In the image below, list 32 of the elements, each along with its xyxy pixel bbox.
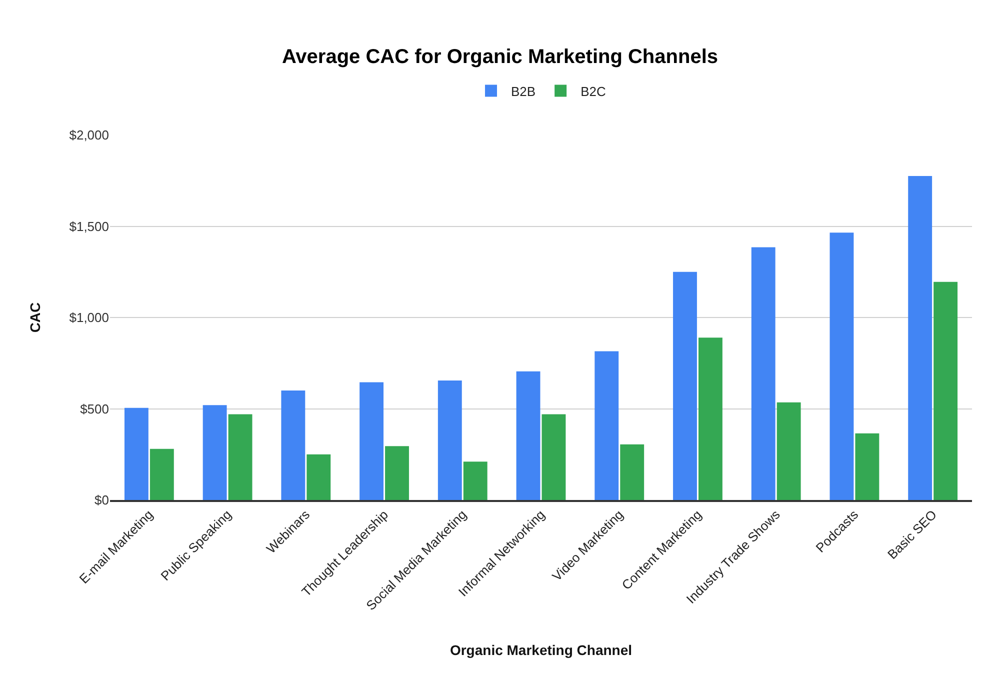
bar [202, 405, 227, 500]
bar [516, 371, 540, 500]
bar [776, 402, 801, 500]
bar [908, 176, 932, 500]
y-tick-label: $1,000 [69, 310, 109, 326]
bar [438, 380, 462, 500]
bar [673, 272, 697, 500]
y-tick-label: $500 [80, 401, 109, 416]
bar [620, 444, 644, 500]
bar [281, 390, 306, 500]
bar [855, 433, 880, 500]
bar [542, 414, 566, 500]
y-tick-label: $2,000 [69, 128, 109, 143]
bar [360, 382, 384, 500]
legend-label: B2B [511, 84, 536, 99]
y-axis-title: CAC [26, 302, 43, 333]
bar [306, 454, 331, 500]
chart-title: Average CAC for Organic Marketing Channels [282, 46, 718, 68]
bar [934, 282, 958, 500]
bar [463, 462, 488, 500]
bar [830, 232, 854, 500]
legend-label: B2C [580, 84, 606, 99]
bar [698, 338, 722, 500]
x-axis-title: Organic Marketing Channel [450, 642, 632, 658]
bar [150, 448, 174, 500]
bar [385, 446, 409, 500]
bar [228, 414, 252, 500]
bar [594, 351, 619, 500]
y-tick-label: $0 [94, 492, 109, 508]
bar [751, 247, 776, 500]
y-tick-label: $1,500 [69, 218, 109, 234]
bar [124, 408, 148, 500]
